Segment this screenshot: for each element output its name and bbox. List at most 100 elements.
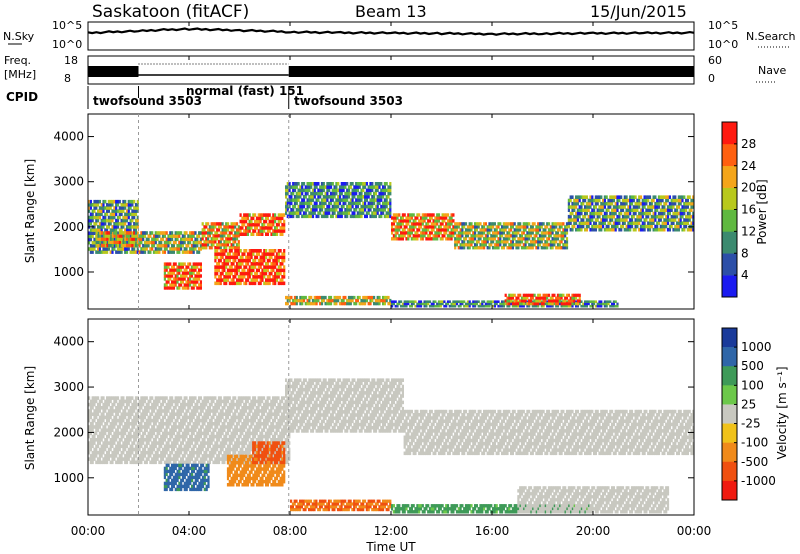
power-point xyxy=(344,211,347,215)
power-point xyxy=(355,208,358,212)
power-point xyxy=(154,240,157,245)
power-point xyxy=(246,262,250,266)
power-point xyxy=(133,228,136,232)
power-point xyxy=(650,208,653,212)
power-point xyxy=(219,258,222,263)
power-point xyxy=(313,188,316,193)
velocity-point xyxy=(140,428,143,432)
velocity-point xyxy=(154,438,157,442)
power-point xyxy=(371,182,374,186)
power-point xyxy=(306,182,309,186)
velocity-point xyxy=(111,450,114,455)
velocity-point xyxy=(212,396,215,400)
power-point xyxy=(109,250,112,254)
power-point xyxy=(423,225,426,229)
power-point xyxy=(266,268,269,273)
power-point xyxy=(239,278,242,282)
power-point xyxy=(432,213,435,217)
power-point xyxy=(553,240,556,244)
power-point xyxy=(216,243,219,247)
power-point xyxy=(551,240,554,244)
power-point xyxy=(571,302,574,306)
power-point xyxy=(297,298,300,303)
velocity-point xyxy=(124,415,127,420)
power-point xyxy=(310,211,313,215)
power-point xyxy=(304,191,307,196)
power-point xyxy=(174,262,177,266)
power-point xyxy=(98,212,101,217)
power-point xyxy=(492,240,495,244)
power-point xyxy=(275,216,279,221)
power-point xyxy=(443,304,446,308)
power-point xyxy=(290,301,293,306)
power-point xyxy=(441,228,444,232)
power-point xyxy=(391,302,394,306)
power-point xyxy=(102,250,105,254)
power-point xyxy=(410,237,413,241)
cpid-label: CPID xyxy=(6,90,38,104)
power-point xyxy=(446,237,450,241)
power-point xyxy=(113,206,116,210)
power-point xyxy=(672,195,675,199)
power-point xyxy=(535,246,538,250)
power-point xyxy=(99,240,102,244)
power-point xyxy=(293,185,297,189)
power-point xyxy=(133,240,136,244)
power-point xyxy=(181,265,184,269)
power-point xyxy=(479,304,482,308)
power-point xyxy=(102,237,105,241)
power-point xyxy=(470,225,473,229)
power-point xyxy=(254,255,257,260)
power-point xyxy=(237,258,240,263)
power-point xyxy=(508,246,511,250)
power-point xyxy=(131,199,134,204)
velocity-point xyxy=(178,438,181,442)
velocity-point xyxy=(120,438,123,442)
power-point xyxy=(383,182,386,186)
power-point xyxy=(274,262,277,266)
power-point xyxy=(133,237,136,241)
power-point xyxy=(88,247,91,251)
power-point xyxy=(346,191,349,196)
power-point xyxy=(504,243,507,247)
power-point xyxy=(416,237,419,241)
power-point xyxy=(672,211,675,216)
power-point xyxy=(95,199,98,204)
power-point xyxy=(632,198,635,203)
power-point xyxy=(239,262,242,266)
power-point xyxy=(243,258,246,263)
power-point xyxy=(483,225,486,229)
power-point xyxy=(311,204,315,209)
power-point xyxy=(493,300,496,303)
power-point xyxy=(189,268,192,272)
power-point xyxy=(686,195,689,199)
power-point xyxy=(178,265,181,269)
velocity-point xyxy=(180,450,183,455)
velocity-point xyxy=(196,441,199,445)
power-point xyxy=(290,208,293,212)
power-point xyxy=(468,228,471,232)
power-point xyxy=(201,228,204,232)
velocity-point xyxy=(111,454,114,458)
velocity-point xyxy=(161,441,165,445)
power-point xyxy=(455,300,459,303)
power-point xyxy=(286,185,289,189)
power-point xyxy=(656,214,659,219)
power-point xyxy=(129,199,132,204)
power-point xyxy=(315,198,318,202)
velocity-point xyxy=(120,454,123,458)
power-point xyxy=(685,221,688,225)
power-point xyxy=(614,201,617,206)
power-point xyxy=(116,250,120,254)
power-point xyxy=(602,221,605,225)
power-point xyxy=(394,300,397,303)
velocity-point xyxy=(133,457,136,461)
power-point xyxy=(612,224,615,229)
y-tick-label: 4000 xyxy=(53,130,84,144)
power-point xyxy=(89,206,92,210)
power-point xyxy=(535,234,538,238)
power-point xyxy=(302,214,306,219)
power-point xyxy=(331,214,334,219)
power-point xyxy=(311,208,315,212)
power-point xyxy=(524,243,527,247)
